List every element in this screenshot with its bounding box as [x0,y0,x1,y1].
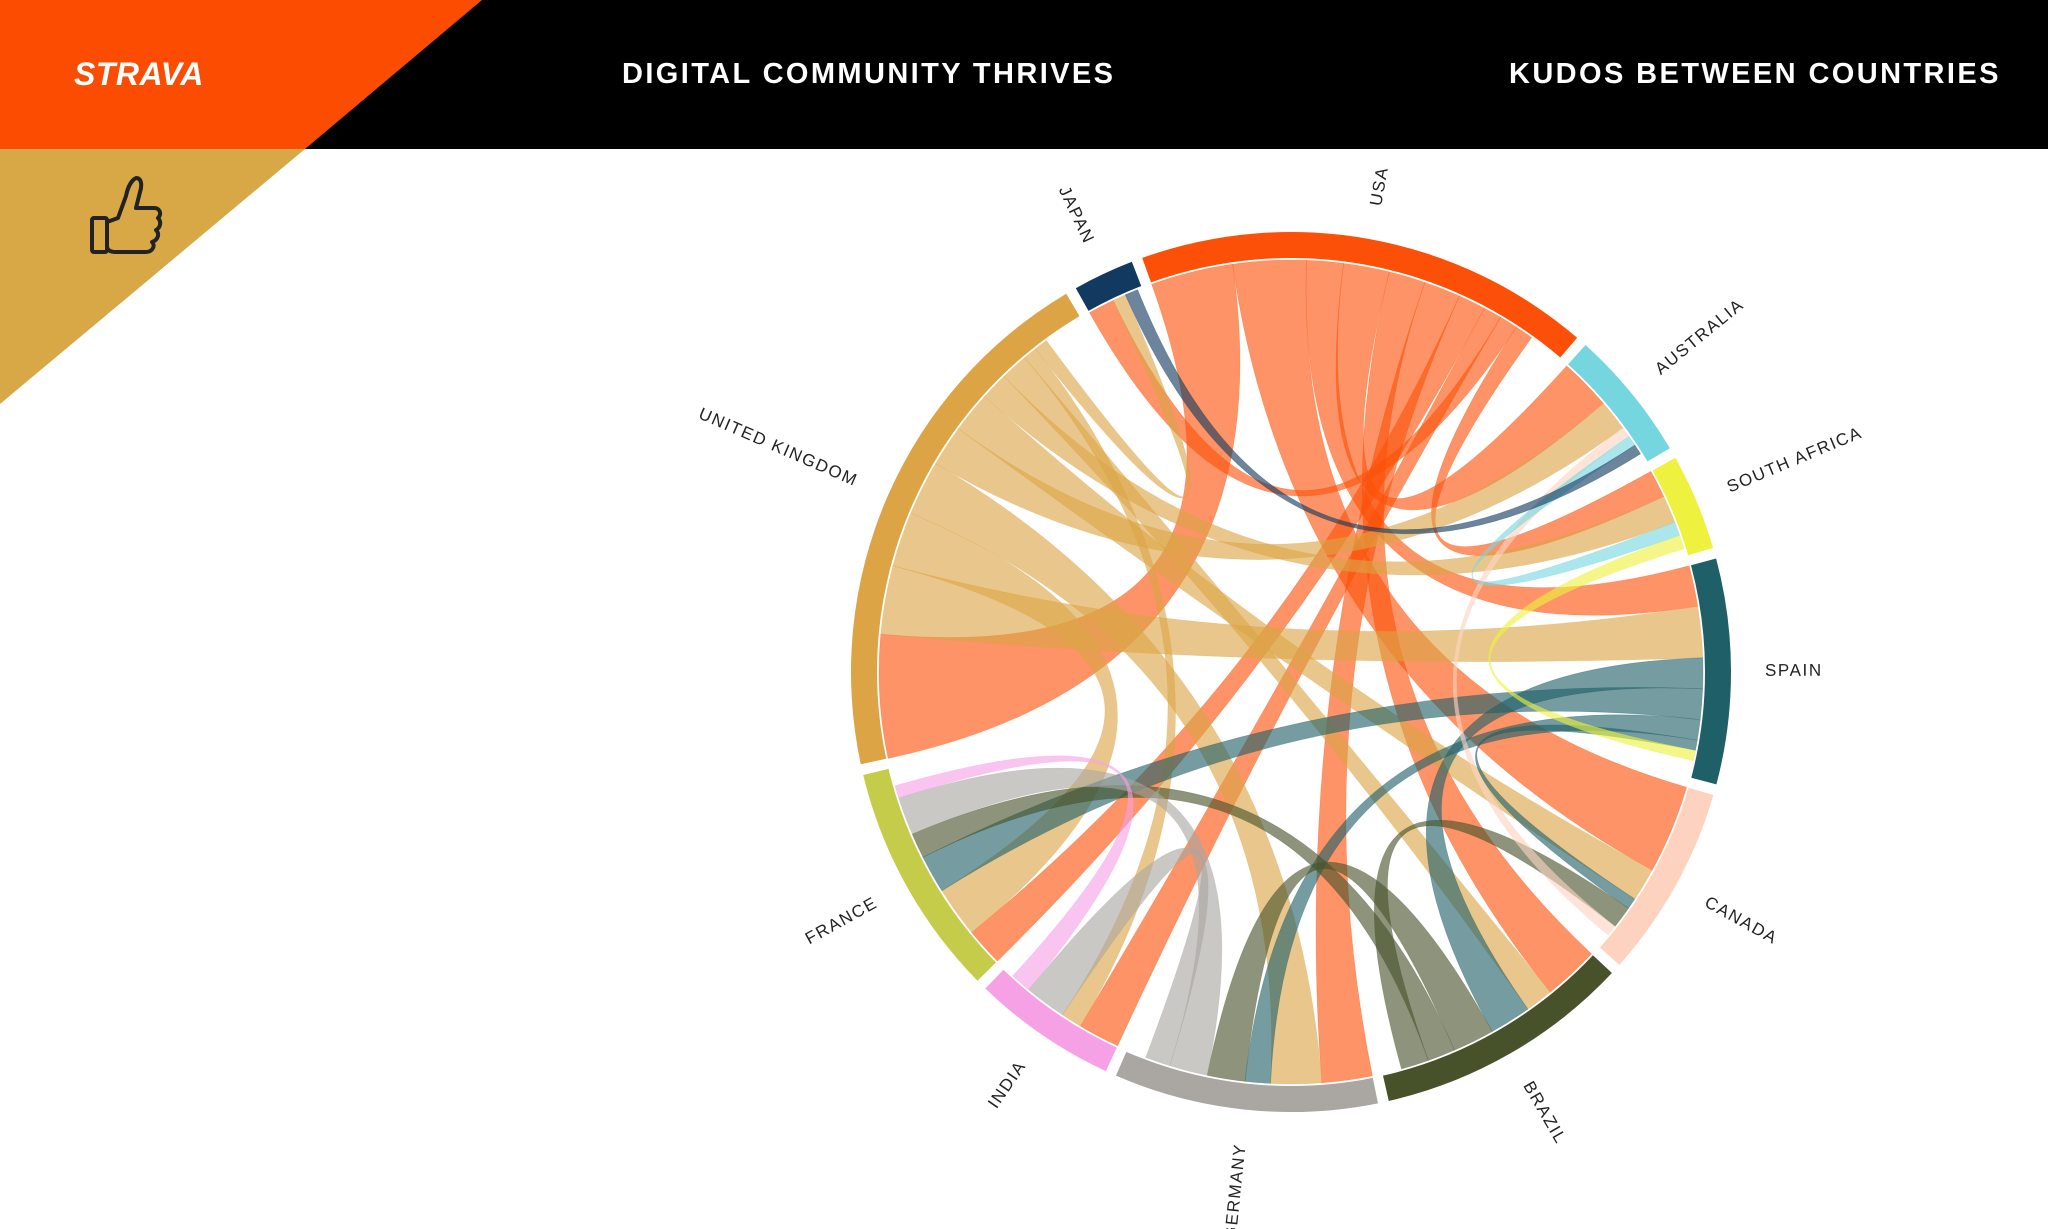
country-label-usa: USA [1366,165,1392,208]
country-label-germany: GERMANY [1221,1142,1250,1229]
chord-ribbon-brazil-to-germany [1206,861,1493,1082]
header-title: DIGITAL COMMUNITY THRIVES [622,58,1116,90]
strava-logo[interactable]: STRAVA [74,56,204,92]
country-arcs [851,231,1732,1112]
chord-ribbon-usa-to-japan [1089,299,1517,497]
chord-ribbon-germany-to-india [1028,847,1209,1067]
country-label-japan: JAPAN [1055,183,1098,247]
country-label-canada: CANADA [1702,892,1782,948]
chord-ribbon-canada-to-australia [1452,427,1630,936]
country-label-france: FRANCE [802,893,881,948]
country-arc-india[interactable] [985,969,1117,1072]
country-arc-canada[interactable] [1599,787,1714,965]
country-label-india: INDIA [984,1057,1030,1112]
country-arc-usa[interactable] [1142,231,1578,358]
country-label-australia: AUSTRALIA [1651,295,1747,379]
country-arc-france[interactable] [863,768,997,981]
chord-ribbon-india-to-france [894,755,1134,991]
chord-ribbon-brazil-to-canada [1374,819,1629,1070]
country-arc-united-kingdom[interactable] [851,293,1080,765]
badge-gold-triangle [0,149,305,404]
country-label-spain: SPAIN [1765,661,1823,680]
country-arc-spain[interactable] [1690,558,1732,785]
chord-ribbon-united-kingdom-to-brazil [1003,357,1551,1010]
brand-orange-band [0,0,482,149]
country-arc-germany[interactable] [1115,1051,1378,1112]
country-arc-south-africa[interactable] [1652,457,1714,556]
country-label-brazil: BRAZIL [1519,1078,1570,1147]
country-label-united-kingdom: UNITED KINGDOM [696,404,861,490]
chord-ribbons [878,259,1704,1085]
chord-ribbon-south-africa-to-spain [1488,535,1696,761]
chord-ribbon-brazil-to-france [911,785,1455,1061]
chord-ribbon-australia-to-south-africa [1471,435,1681,586]
chord-ribbon-united-kingdom-to-germany [910,463,1323,1085]
country-label-south-africa: SOUTH AFRICA [1724,423,1865,497]
chord-ribbon-united-kingdom-to-france [892,512,1118,933]
chord-ribbon-united-kingdom-to-india [1024,348,1176,1027]
chord-ribbon-spain-to-canada [1475,724,1698,909]
chord-ribbon-japan-to-australia [1124,289,1641,535]
country-arc-brazil[interactable] [1382,955,1612,1101]
header-subtitle: KUDOS BETWEEN COUNTRIES [1509,58,2001,90]
thumbs-up-icon [90,176,163,254]
brand-block [0,0,482,404]
country-arc-australia[interactable] [1568,345,1670,462]
chord-ribbon-united-kingdom-to-japan [1034,294,1191,499]
country-arc-japan[interactable] [1075,261,1142,311]
